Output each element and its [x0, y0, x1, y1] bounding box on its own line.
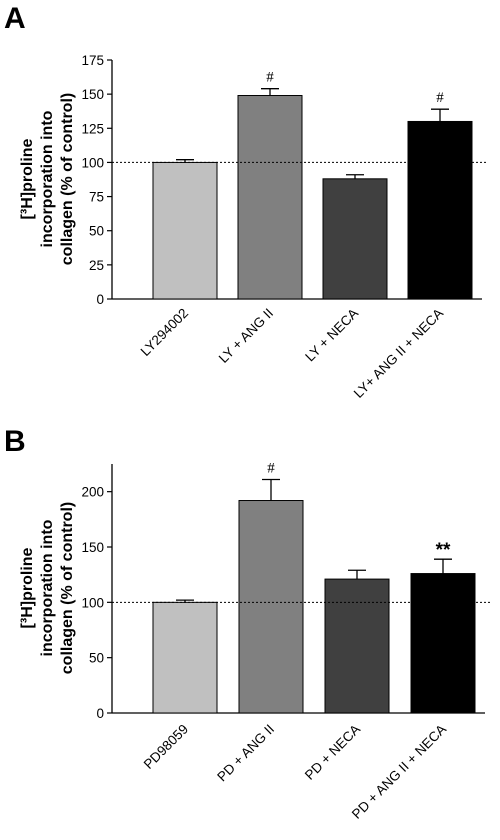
panel-a-letter: A: [4, 2, 26, 35]
y-tick-label: 150: [81, 87, 104, 102]
y-axis-label: incorporation into: [39, 519, 56, 656]
y-tick-label: 50: [89, 224, 104, 239]
y-tick-label: 0: [96, 706, 104, 721]
y-axis-label: collagen (% of control): [59, 93, 76, 265]
bar: [410, 573, 476, 714]
panel-b: B 0 50 100 150 200 [³H]proline incorporation i…: [4, 425, 491, 822]
y-tick-label: 50: [89, 651, 104, 666]
y-tick-label: 100: [81, 595, 104, 610]
significance-marker: #: [436, 90, 444, 106]
x-category-label: LY + ANG II: [216, 306, 276, 366]
y-tick-label: 75: [89, 190, 104, 205]
panel-a: A 0 25 50 75 100 125 150 175 [³H]proline incorpor…: [4, 2, 488, 401]
x-category-label: LY294002: [138, 306, 191, 359]
y-tick-label: 0: [96, 292, 104, 307]
x-category-label: LY+ ANG II + NECA: [351, 306, 446, 401]
y-tick-label: 125: [81, 121, 104, 136]
y-tick-label: 100: [81, 155, 104, 170]
x-category-label: PD + ANG II: [214, 722, 277, 785]
y-tick-label: 200: [81, 485, 104, 500]
bar: [322, 178, 388, 300]
bar: [407, 120, 473, 300]
y-tick-label: 150: [81, 540, 104, 555]
y-axis-label: incorporation into: [39, 110, 56, 247]
bar: [238, 500, 304, 714]
bar: [152, 601, 218, 714]
y-tick-label: 175: [81, 53, 104, 68]
x-category-label: LY + NECA: [302, 306, 361, 365]
significance-marker: **: [436, 540, 451, 561]
y-axis-label: collagen (% of control): [59, 502, 76, 674]
bar: [324, 578, 390, 714]
x-category-label: PD + ANG II + NECA: [349, 722, 449, 822]
x-category-label: PD98059: [141, 722, 191, 772]
y-axis-label: [³H]proline: [19, 138, 36, 219]
y-axis-label: [³H]proline: [19, 547, 36, 628]
panel-b-letter: B: [4, 425, 26, 458]
significance-marker: #: [266, 70, 274, 86]
bar: [152, 161, 218, 300]
y-tick-label: 25: [89, 258, 104, 273]
bar: [237, 95, 303, 300]
x-category-label: PD + NECA: [302, 722, 363, 783]
significance-marker: #: [267, 460, 275, 476]
